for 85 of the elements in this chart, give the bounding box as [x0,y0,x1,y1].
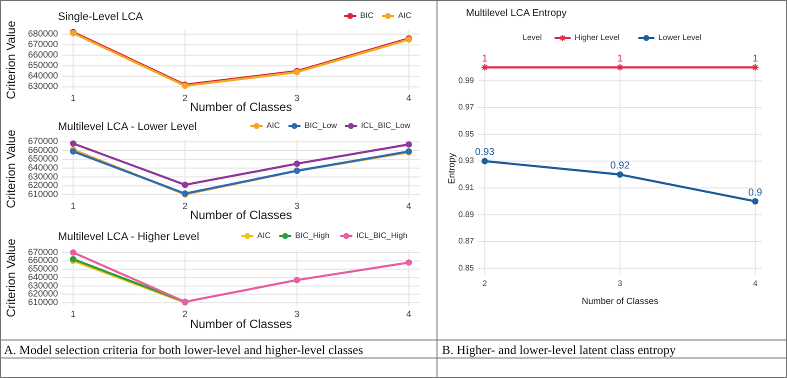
legend-label: AIC [266,121,280,130]
y-tick-label: 660000 [28,50,58,60]
y-tick-label: 0.97 [458,102,475,112]
y-tick-label: 630000 [28,81,58,92]
legend-label: ICL_BIC_High [356,231,408,240]
y-tick-label: 660000 [28,255,58,266]
y-tick-label: 660000 [28,144,58,155]
x-tick-label: 3 [294,309,300,319]
y-tick-label: 610000 [28,188,58,199]
legend-label: AIC [398,11,412,20]
y-tick-label: 0.89 [458,210,475,219]
y-tick-label: 640000 [28,70,58,81]
y-tick-label: 0.91 [458,183,475,192]
x-tick-label: 4 [406,93,412,103]
data-label: 0.9 [748,187,763,198]
y-tick-label: 670000 [28,246,58,257]
y-tick-label: 670000 [28,39,58,50]
point [616,171,624,178]
y-tick-label: 0.85 [458,263,475,272]
data-label: 1 [752,53,758,64]
data-label: 0.92 [610,160,630,172]
y-tick-label: 0.95 [458,129,475,138]
y-tick-label: 650000 [28,60,58,70]
x-tick-label: 1 [70,201,76,211]
legend-label: BIC [360,11,374,20]
x-tick-label: 1 [70,309,76,319]
legend-label: Lower Level [658,33,702,42]
data-label: 1 [617,53,624,64]
legend-title: Level [522,33,542,42]
text: B. Higher- and lower-level latent class entropy [442,343,677,357]
point [406,259,412,266]
y-tick-label: 670000 [28,136,58,146]
y-tick-label: 650000 [28,154,58,164]
y-tick-label: 620000 [28,288,58,299]
y-tick-label: 640000 [28,272,58,282]
point [70,140,76,147]
x-tick-label: 2 [182,93,188,103]
x-tick-label: 2 [182,201,188,211]
y-tick-label: 630000 [28,171,58,182]
chart-title: Multilevel LCA - Lower Level [58,121,197,133]
y-tick-label: 620000 [28,180,58,190]
y-tick-label: 650000 [28,264,58,274]
data-label: 0.93 [475,147,495,158]
y-axis-title: Criterion Value [4,129,18,208]
x-tick-label: 3 [618,279,623,288]
y-tick-label: 0.87 [458,236,475,246]
y-tick-label: 610000 [28,297,58,308]
legend-label: Higher Level [574,33,620,42]
x-tick-label: 4 [406,201,412,211]
point [294,276,300,284]
y-axis-title: Entropy [446,152,456,184]
y-tick-label: 680000 [28,28,58,39]
y-axis-title: Criterion Value [4,20,18,100]
point [294,160,300,167]
x-tick-label: 4 [406,309,412,319]
chart-title: Single-Level LCA [58,11,144,23]
y-tick-label: 640000 [28,162,58,172]
x-tick-label: 2 [182,309,188,319]
x-axis-title: Number of Classes [582,296,659,306]
y-tick-label: 0.93 [458,156,475,166]
y-tick-label: 630000 [28,280,58,290]
y-axis-title: Criterion Value [4,238,18,318]
point [616,64,624,72]
x-axis-title: Number of Classes [190,208,292,222]
point [70,249,76,256]
text: A. Model selection criteria for both lower-level and higher-level classes [4,343,364,357]
x-tick-label: 1 [70,93,76,103]
y-tick-label: 0.99 [458,76,475,85]
x-axis-title: Number of Classes [190,100,292,114]
x-axis-title: Number of Classes [190,317,292,331]
legend-label: AIC [257,231,271,240]
chart-title: Multilevel LCA Entropy [466,8,567,19]
legend-label: BIC_Low [304,121,338,130]
point [406,141,412,148]
x-tick-label: 2 [482,279,488,288]
x-tick-label: 4 [753,279,758,288]
x-tick-label: 3 [294,93,300,103]
chart-title: Multilevel LCA - Higher Level [58,231,200,243]
point [482,158,488,164]
x-tick-label: 3 [294,201,300,211]
point [752,198,758,205]
point [182,182,188,188]
legend-label: ICL_BIC_Low [360,121,411,130]
data-label: 1 [482,53,488,64]
legend-label: BIC_High [295,231,330,240]
